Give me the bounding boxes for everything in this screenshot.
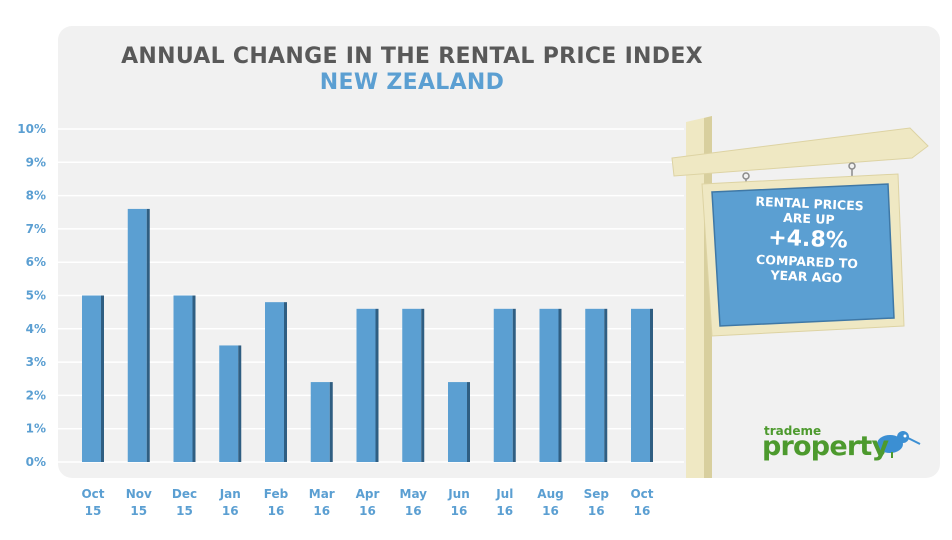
x-tick-label-year: 16 <box>313 504 330 518</box>
chart-title: ANNUAL CHANGE IN THE RENTAL PRICE INDEX <box>121 44 703 69</box>
bar <box>310 382 333 462</box>
x-tick-label-year: 15 <box>130 504 147 518</box>
bar-body <box>219 345 239 462</box>
bar <box>448 382 470 462</box>
y-tick-label: 8% <box>26 189 46 203</box>
bar-shadow <box>421 308 425 462</box>
x-tick-label-year: 16 <box>496 504 513 518</box>
bar-body <box>539 308 559 462</box>
y-tick-label: 6% <box>26 255 46 269</box>
x-tick-label-year: 16 <box>588 504 605 518</box>
sign-board <box>711 183 895 327</box>
bar-shadow <box>604 308 608 462</box>
bar-shadow <box>375 308 379 462</box>
x-tick-label-year: 16 <box>405 504 422 518</box>
bar <box>219 345 242 462</box>
x-tick-label-month: Oct <box>630 487 653 501</box>
x-tick-label-year: 16 <box>634 504 651 518</box>
y-tick-label: 2% <box>26 388 46 402</box>
y-tick-label: 1% <box>26 422 46 436</box>
x-tick-label-month: Mar <box>309 487 335 501</box>
bar <box>127 208 150 462</box>
logo-property-text: property <box>762 431 889 462</box>
y-axis-labels: 0% 1% 2% 3% 4% 5% 6% 7% 8% 9% 10% <box>17 122 46 469</box>
x-axis-labels: Oct 15 Nov 15 Dec 15 Jan 16 Feb 16 Mar 16 Apr 16 May 16… <box>81 487 653 518</box>
logo-trademe-text: trademe <box>764 424 822 438</box>
y-tick-label: 4% <box>26 322 46 336</box>
x-tick-label-year: 16 <box>268 504 285 518</box>
bar <box>82 295 104 462</box>
y-tick-label: 3% <box>26 355 46 369</box>
x-tick-label-month: Nov <box>126 487 152 501</box>
sign-arm <box>671 127 929 177</box>
kiwi-logo-icon <box>877 431 921 459</box>
x-tick-label-month: Jun <box>447 487 470 501</box>
x-tick-label-month: Oct <box>81 487 104 501</box>
x-tick-label-month: Jul <box>495 487 513 501</box>
bar-shadow <box>467 382 470 462</box>
x-tick-label-month: Aug <box>537 487 563 501</box>
bar-body <box>631 308 650 462</box>
bar-body <box>173 295 193 462</box>
bar-shadow <box>146 208 150 462</box>
y-tick-label: 10% <box>17 122 46 136</box>
bar <box>356 308 379 462</box>
x-tick-label-year: 15 <box>85 504 102 518</box>
x-tick-label-year: 16 <box>359 504 376 518</box>
x-tick-label-year: 15 <box>176 504 193 518</box>
bar-body <box>265 302 284 462</box>
sign-text: RENTAL PRICES ARE UP +4.8% COMPARED TO Y… <box>724 192 892 287</box>
x-tick-label-month: Jan <box>219 487 241 501</box>
x-tick-label-year: 16 <box>222 504 239 518</box>
bar-body <box>493 308 513 462</box>
bar-shadow <box>329 382 333 462</box>
bar-body <box>310 382 330 462</box>
bar-shadow <box>192 295 196 462</box>
bar-body <box>448 382 467 462</box>
x-tick-label-month: Dec <box>172 487 197 501</box>
bar <box>265 302 287 462</box>
x-tick-label-year: 16 <box>451 504 468 518</box>
x-tick-label-year: 16 <box>542 504 559 518</box>
y-tick-label: 9% <box>26 155 46 169</box>
bar-shadow <box>101 295 104 462</box>
bar <box>631 308 653 462</box>
y-tick-label: 0% <box>26 455 46 469</box>
bar-body <box>127 208 147 462</box>
chart-subtitle: NEW ZEALAND <box>319 70 505 95</box>
bar-shadow <box>238 345 242 462</box>
bar-shadow <box>650 308 653 462</box>
bar-body <box>585 308 605 462</box>
bar-body <box>82 295 101 462</box>
x-tick-label-month: May <box>400 487 428 501</box>
bar <box>173 295 196 462</box>
y-tick-label: 7% <box>26 222 46 236</box>
bar <box>539 308 562 462</box>
x-tick-label-month: Apr <box>356 487 380 501</box>
sign-hook-left <box>742 172 750 180</box>
bar-shadow <box>558 308 562 462</box>
x-tick-label-month: Feb <box>264 487 289 501</box>
bar <box>402 308 425 462</box>
bar-body <box>402 308 422 462</box>
bar-shadow <box>512 308 516 462</box>
bar-shadow <box>284 302 287 462</box>
x-tick-label-month: Sep <box>584 487 610 501</box>
bar-body <box>356 308 376 462</box>
y-tick-label: 5% <box>26 289 46 303</box>
bars <box>82 208 653 462</box>
sign-hook-right <box>848 162 856 170</box>
bar <box>585 308 608 462</box>
bar <box>493 308 516 462</box>
